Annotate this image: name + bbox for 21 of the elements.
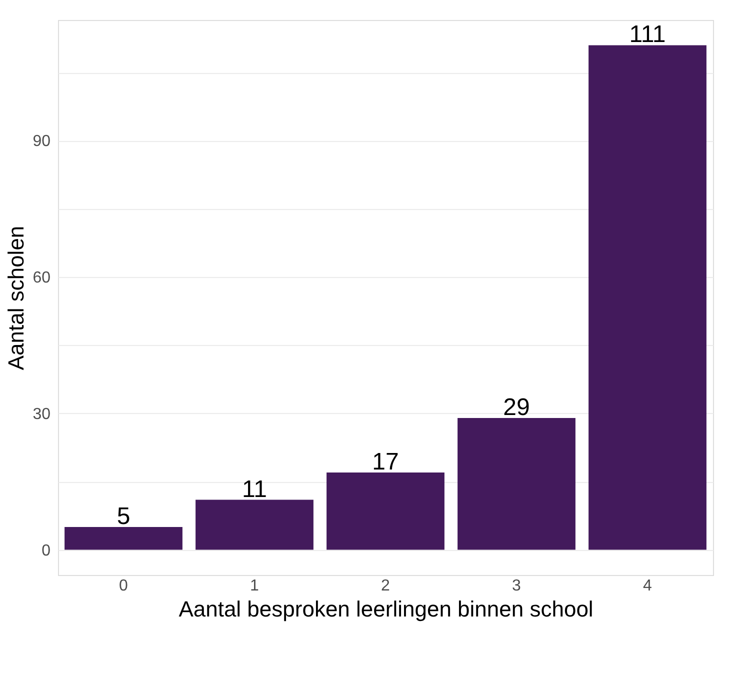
x-tick-label: 4 (643, 578, 652, 594)
bar (588, 45, 706, 550)
y-tick-label: 90 (32, 133, 51, 150)
bar (458, 418, 576, 550)
x-tick-label: 1 (250, 578, 260, 594)
y-tick-label: 30 (32, 406, 51, 423)
bar (326, 472, 444, 550)
bar (64, 527, 182, 550)
x-tick-label: 3 (512, 578, 522, 594)
x-tick-label: 0 (119, 578, 128, 594)
data-label: 29 (503, 394, 530, 421)
data-label: 5 (116, 503, 130, 530)
y-axis-title: Aantal scholen (4, 226, 29, 370)
data-label: 11 (242, 476, 267, 503)
data-label: 111 (629, 21, 666, 48)
x-tick-label: 2 (381, 578, 390, 594)
y-tick-label: 0 (42, 542, 51, 560)
x-axis-title: Aantal besproken leerlingen binnen school (178, 596, 594, 622)
data-label: 17 (372, 448, 399, 476)
bar (196, 500, 314, 550)
y-tick-label: 60 (32, 270, 51, 287)
